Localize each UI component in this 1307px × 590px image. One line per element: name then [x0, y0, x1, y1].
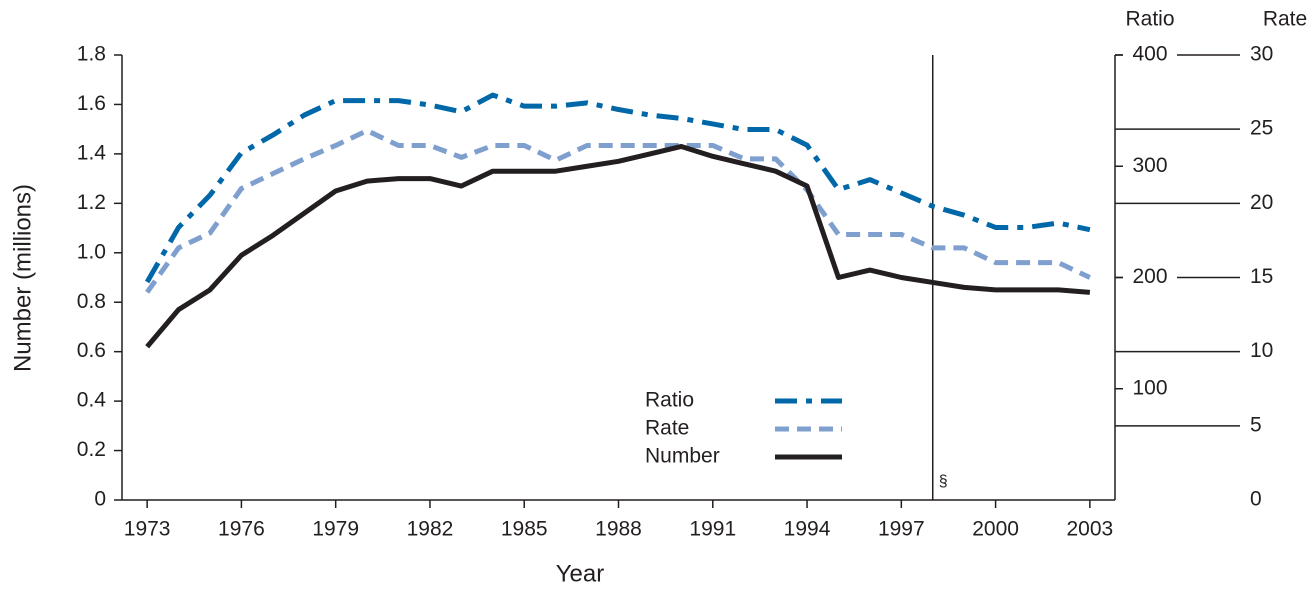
x-tick-label: 1997 [878, 518, 925, 541]
y-tick-label: 0.6 [77, 339, 106, 362]
x-tick-label: 1985 [501, 518, 548, 541]
x-tick-label: 2003 [1067, 518, 1114, 541]
legend-label: Ratio [645, 389, 694, 412]
y2-axis-title: Ratio [1125, 8, 1174, 31]
y-tick-label: 1.2 [77, 191, 106, 214]
y2-label-bg [1123, 376, 1177, 401]
y2-label-bg [1123, 154, 1177, 179]
y3-tick-label: 20 [1250, 191, 1273, 214]
y3-tick-label: 0 [1250, 488, 1262, 511]
y3-tick-label: 10 [1250, 339, 1273, 362]
y3-tick-label: 5 [1250, 413, 1262, 436]
legend-label: Rate [645, 417, 689, 440]
y-tick-label: 1.6 [77, 92, 106, 115]
y-tick-label: 0 [94, 488, 106, 511]
y3-axis-title: Rate [1263, 8, 1307, 31]
y2-tick-label: 100 [1132, 376, 1167, 399]
x-tick-label: 1973 [124, 518, 171, 541]
series-line [145, 128, 1091, 294]
y2-tick-label: 400 [1132, 43, 1167, 66]
x-tick-label: 1991 [689, 518, 736, 541]
x-tick-label: 1988 [595, 518, 642, 541]
y2-tick-label: 200 [1132, 265, 1167, 288]
annotation-label: § [939, 473, 948, 490]
y2-tick-label: 300 [1132, 154, 1167, 177]
y-tick-label: 0.2 [77, 438, 106, 461]
x-tick-label: 1976 [218, 518, 265, 541]
y2-label-bg [1123, 265, 1177, 290]
y-tick-label: 0.4 [77, 389, 107, 412]
y3-tick-label: 25 [1250, 117, 1273, 140]
x-tick-label: 1982 [407, 518, 454, 541]
legend-label: Number [645, 445, 720, 468]
y-axis-title: Number (millions) [9, 184, 36, 372]
x-axis-title: Year [556, 560, 605, 587]
y-tick-label: 0.8 [77, 290, 106, 313]
x-tick-label: 2000 [972, 518, 1019, 541]
y-tick-label: 1.8 [77, 43, 106, 66]
y3-tick-label: 30 [1250, 43, 1273, 66]
series-line [145, 143, 1091, 349]
y2-label-bg [1123, 43, 1177, 67]
x-tick-label: 1979 [312, 518, 359, 541]
y-tick-label: 1.4 [77, 141, 107, 164]
y-tick-label: 1.0 [77, 240, 106, 263]
x-tick-label: 1994 [784, 518, 831, 541]
y3-tick-label: 15 [1250, 265, 1273, 288]
series-line [144, 92, 1091, 284]
